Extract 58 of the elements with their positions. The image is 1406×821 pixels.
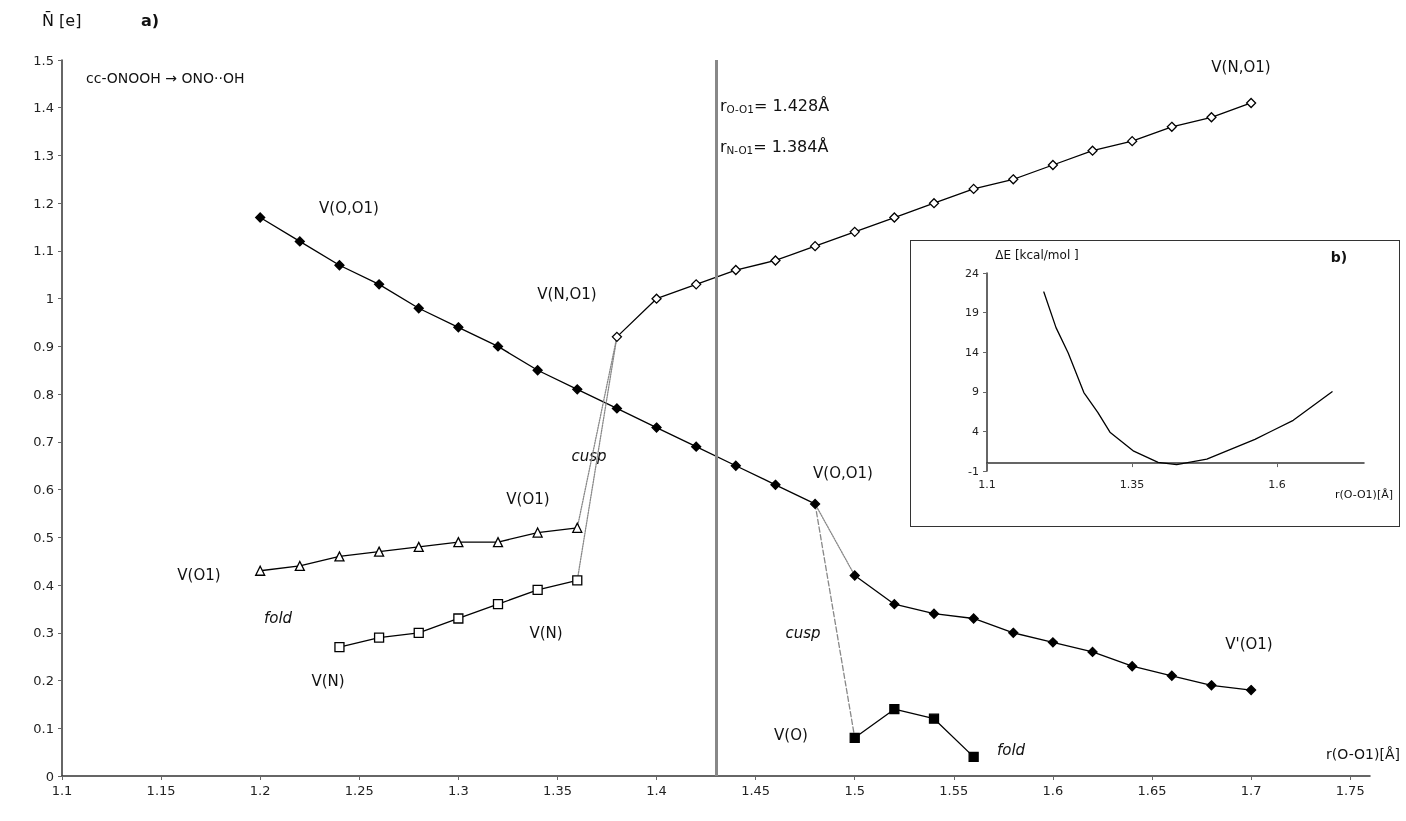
y-tick-label: 0.6 <box>33 482 54 498</box>
x-tick-label: 1.4 <box>646 783 667 798</box>
annotation: V(N,O1) <box>537 285 597 303</box>
annotation: V(O) <box>774 726 808 744</box>
chart-title: a) <box>140 10 160 30</box>
y-tick-label: 14 <box>965 345 979 359</box>
y-tick-label: 19 <box>965 306 979 320</box>
x-tick-label: 1.6 <box>1042 783 1064 798</box>
y-tick-label: 1.1 <box>33 243 54 259</box>
y-tick-label: 24 <box>965 266 979 280</box>
y-tick-label: 0.4 <box>33 577 54 593</box>
x-tick-label: 1.2 <box>249 783 271 798</box>
x-axis-title: r(O-O1)[Å] <box>1334 487 1393 501</box>
x-tick-label: 1.5 <box>844 783 866 798</box>
annotation: V(O,O1) <box>319 199 379 217</box>
annotation: V(N,O1) <box>1211 58 1271 76</box>
y-tick-label: 0.2 <box>33 673 54 689</box>
y-tick-label: 9 <box>972 385 979 399</box>
y-tick-label: 0.1 <box>33 720 54 736</box>
annotation: cusp <box>571 447 607 465</box>
x-tick-label: 1.15 <box>146 783 176 798</box>
y-tick-label: 0.3 <box>33 625 54 641</box>
y-tick-label: 0.5 <box>33 529 54 545</box>
x-tick-label: 1.75 <box>1335 783 1365 798</box>
annotation: V(O,O1) <box>813 464 873 482</box>
y-tick-label: 0.9 <box>33 338 54 354</box>
text: cc-ONOOH → ONO··OH <box>86 70 245 86</box>
y-axis-title: ΔE [kcal/mol ] <box>995 248 1079 262</box>
x-axis-title: r(O-O1)[Å] <box>1326 746 1400 762</box>
x-tick-label: 1.45 <box>741 783 771 798</box>
y-tick-label: 1.4 <box>33 100 54 116</box>
x-tick-label: 1.55 <box>939 783 969 798</box>
annotation: V'(O1) <box>1225 635 1273 653</box>
annotation: V(N) <box>529 624 563 642</box>
annotation: fold <box>996 741 1026 759</box>
y-tick-label: 1.2 <box>33 195 54 211</box>
x-tick-label: 1.65 <box>1137 783 1167 798</box>
y-tick-label: 1.3 <box>33 147 54 163</box>
annotation: fold <box>263 609 293 627</box>
y-axis-title: N̄ [e] <box>42 10 82 30</box>
x-tick-label: 1.35 <box>542 783 572 798</box>
annotation: V(O1) <box>177 566 221 584</box>
y-tick-label: 0 <box>45 768 54 784</box>
x-tick-label: 1.25 <box>344 783 374 798</box>
x-tick-label: 1.7 <box>1240 783 1262 798</box>
x-tick-label: 1.3 <box>448 783 469 798</box>
y-tick-label: 1.5 <box>33 52 54 68</box>
y-tick-label: 4 <box>972 424 979 438</box>
chart-title: b) <box>1330 249 1348 265</box>
annotation: V(N) <box>311 672 345 690</box>
y-tick-label: 0.8 <box>33 386 54 402</box>
y-tick-label: -1 <box>968 464 979 478</box>
annotation: V(O1) <box>506 490 550 508</box>
x-tick-label: 1.35 <box>1119 478 1145 491</box>
y-tick-label: 0.7 <box>33 434 54 450</box>
x-tick-label: 1.6 <box>1268 478 1286 491</box>
y-tick-label: 1 <box>45 291 54 307</box>
annotation: cusp <box>785 624 821 642</box>
